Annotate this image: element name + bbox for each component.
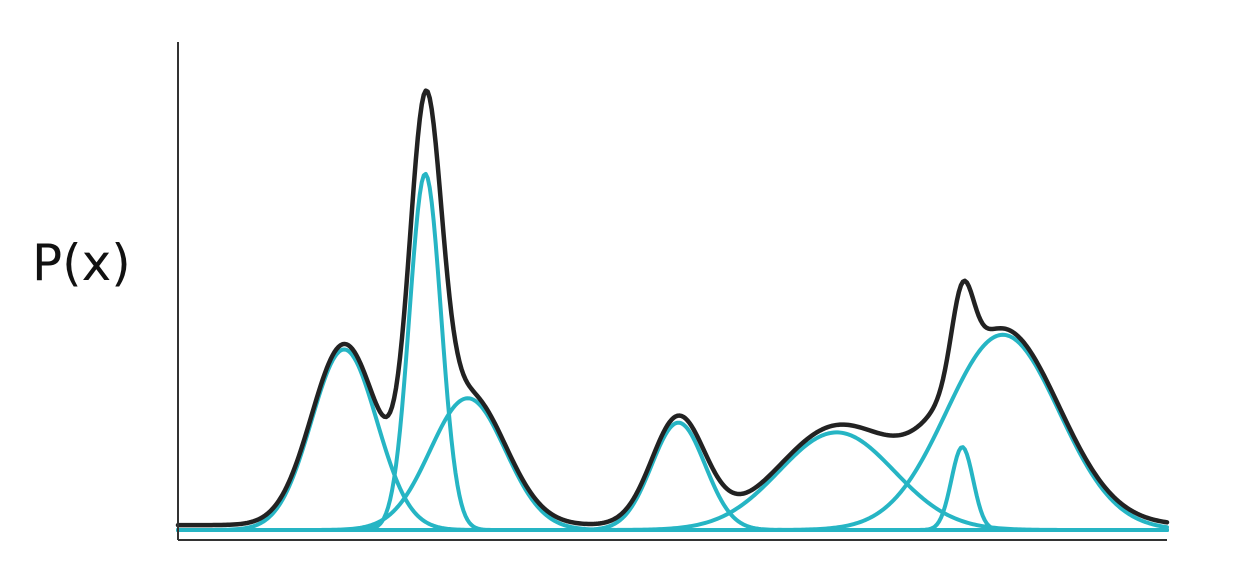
component-curve-2 [176,171,1169,532]
y-axis-label: P(x) [32,234,131,292]
component-curve-6 [176,445,1169,532]
mixture-curve [175,88,1170,528]
component-curves [176,171,1169,532]
component-curve-5 [176,430,1169,532]
component-curve-7 [176,332,1169,532]
component-curve-1 [176,347,1169,532]
component-curve-4 [176,420,1169,532]
